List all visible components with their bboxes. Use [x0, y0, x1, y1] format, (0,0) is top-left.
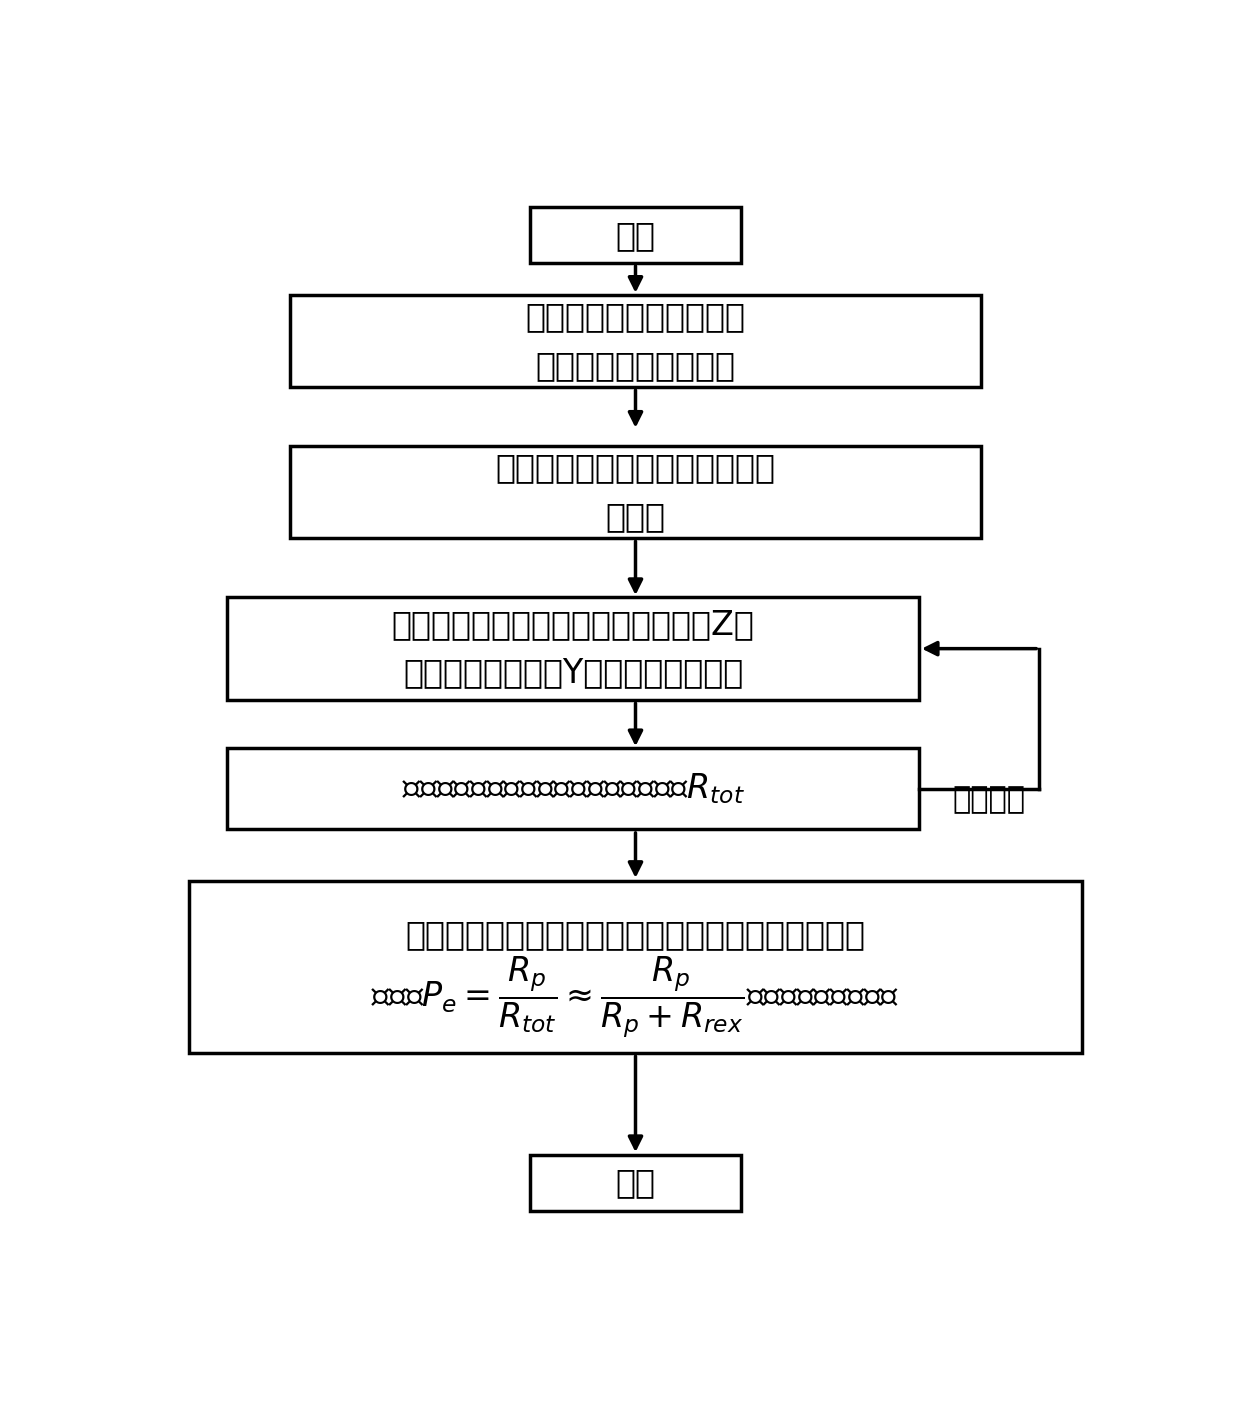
Text: 开始: 开始	[615, 219, 656, 252]
Text: 求解原子自旋陀螺仪动力学方程
稳态解: 求解原子自旋陀螺仪动力学方程 稳态解	[496, 451, 775, 533]
Text: 结束: 结束	[615, 1166, 656, 1200]
FancyBboxPatch shape	[529, 207, 742, 264]
FancyBboxPatch shape	[227, 597, 919, 700]
Text: 作出功率与弛豫率的曲线，求出零功率对应点値，根: 作出功率与弛豫率的曲线，求出零功率对应点値，根	[405, 918, 866, 951]
FancyBboxPatch shape	[290, 446, 982, 538]
FancyBboxPatch shape	[290, 294, 982, 387]
Text: 改变功率: 改变功率	[952, 785, 1025, 815]
FancyBboxPatch shape	[529, 1155, 742, 1211]
FancyBboxPatch shape	[188, 880, 1083, 1053]
Text: 据公式$P_e = \dfrac{R_p}{R_{tot}}\approx\dfrac{R_p}{R_p+R_{rex}}$，求出电子的极化率: 据公式$P_e = \dfrac{R_p}{R_{tot}}\approx\df…	[372, 955, 899, 1040]
Text: 对系统的输出响应进行曲线拟和，推出$R_{tot}$: 对系统的输出响应进行曲线拟和，推出$R_{tot}$	[402, 771, 744, 806]
FancyBboxPatch shape	[227, 749, 919, 830]
Text: 磁场线圈补偿各方向磁场为零，然后Z方
加变化的大磁场，Y方向加小幅度磁场: 磁场线圈补偿各方向磁场为零，然后Z方 加变化的大磁场，Y方向加小幅度磁场	[392, 608, 754, 690]
Text: 控制抽运激光，简化原子
自旋陀螺仪动力学方程: 控制抽运激光，简化原子 自旋陀螺仪动力学方程	[526, 300, 745, 381]
